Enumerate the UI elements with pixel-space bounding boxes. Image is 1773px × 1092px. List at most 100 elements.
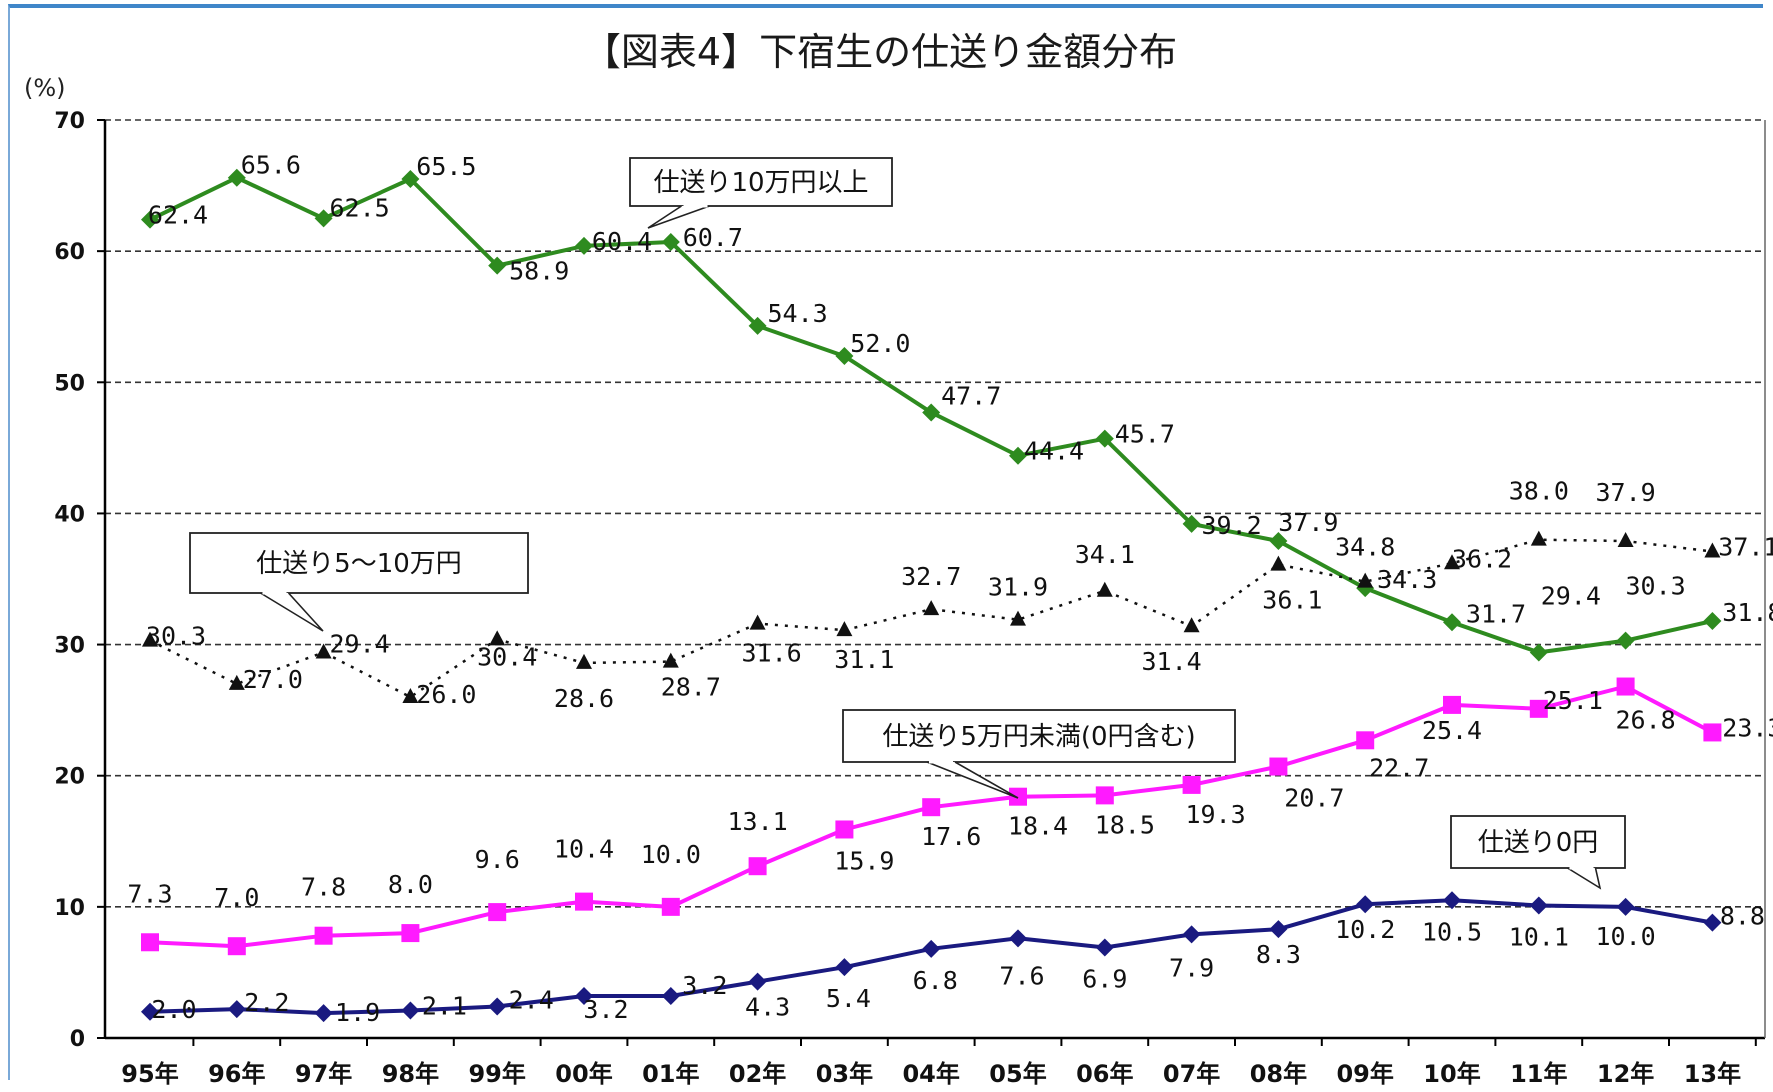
data-label: 8.8 <box>1720 902 1765 931</box>
data-label: 34.1 <box>1075 540 1135 569</box>
data-label: 31.6 <box>741 639 801 668</box>
data-label: 26.8 <box>1615 706 1675 735</box>
data-label: 2.2 <box>244 988 289 1017</box>
data-point <box>1529 699 1548 718</box>
data-point <box>1703 611 1722 630</box>
data-label: 29.4 <box>1541 581 1601 610</box>
data-point <box>1530 530 1547 546</box>
data-label: 10.0 <box>641 840 701 869</box>
x-tick-label: 11年 <box>1510 1060 1567 1088</box>
data-label: 18.4 <box>1008 812 1068 841</box>
data-point <box>1616 897 1635 916</box>
data-label: 7.0 <box>214 883 259 912</box>
x-tick-label: 04年 <box>902 1060 959 1088</box>
callout-pointer <box>926 761 1019 799</box>
data-point <box>1009 446 1027 465</box>
line-chart: 【図表4】下宿生の仕送り金額分布 (%) 0 10 20 30 40 50 60 70 95年… <box>24 30 1773 1088</box>
data-label: 17.6 <box>921 822 981 851</box>
x-tick-label: 98年 <box>382 1060 439 1088</box>
x-tick-label: 03年 <box>816 1060 873 1088</box>
data-point <box>1356 895 1375 914</box>
x-tick-label: 02年 <box>729 1060 786 1088</box>
data-point <box>1703 723 1722 742</box>
x-tick-label: 97年 <box>295 1060 352 1088</box>
callout-box <box>189 532 529 594</box>
data-label: 10.4 <box>554 835 614 864</box>
data-label: 6.8 <box>913 966 958 995</box>
data-point <box>1443 695 1461 714</box>
y-tick-label: 60 <box>54 240 85 265</box>
data-point <box>401 924 420 943</box>
callout-pointer <box>260 592 324 632</box>
data-point <box>1529 643 1548 662</box>
data-label: 25.1 <box>1543 686 1603 715</box>
data-label: 31.9 <box>988 573 1048 602</box>
data-label: 28.7 <box>661 673 721 702</box>
y-tick-label: 40 <box>54 502 85 527</box>
data-label: 36.2 <box>1452 544 1512 573</box>
callout-text: 仕送り0円 <box>1478 828 1599 858</box>
data-label: 38.0 <box>1509 477 1569 506</box>
y-tick-label: 20 <box>54 765 85 790</box>
data-point <box>1269 531 1288 550</box>
data-label: 37.1 <box>1718 532 1773 561</box>
data-label: 37.9 <box>1595 478 1655 507</box>
data-point <box>401 170 420 189</box>
data-point <box>1269 920 1288 939</box>
callout-text: 仕送り10万円以上 <box>653 168 868 198</box>
data-label: 15.9 <box>834 846 894 875</box>
x-tick-label: 95年 <box>121 1060 178 1088</box>
data-point <box>1182 775 1201 794</box>
chart-title: 【図表4】下宿生の仕送り金額分布 <box>583 30 1177 74</box>
data-point <box>922 939 941 958</box>
data-point <box>142 631 158 647</box>
data-label: 9.6 <box>475 845 520 874</box>
data-point <box>141 210 159 229</box>
data-label: 36.1 <box>1262 586 1322 615</box>
data-label: 62.4 <box>148 201 208 230</box>
callout: 仕送り10万円以上 <box>629 157 893 229</box>
data-point <box>489 630 506 646</box>
data-label: 26.0 <box>416 680 476 709</box>
data-label: 52.0 <box>850 329 910 358</box>
x-tick-label: 09年 <box>1336 1060 1393 1088</box>
data-point <box>922 798 941 817</box>
y-tick-label: 70 <box>54 109 85 134</box>
data-label: 31.7 <box>1466 599 1526 628</box>
data-point <box>1616 631 1635 650</box>
data-point <box>922 403 941 422</box>
data-label: 22.7 <box>1369 753 1429 782</box>
data-point <box>1357 572 1374 588</box>
data-label: 3.2 <box>583 995 628 1024</box>
data-point <box>227 937 246 956</box>
callout-text: 仕送り5万円未満(0円含む) <box>882 722 1195 752</box>
data-point <box>141 933 159 952</box>
data-label: 34.3 <box>1377 565 1437 594</box>
callout: 仕送り5～10万円 <box>189 532 529 632</box>
data-label: 30.4 <box>477 642 537 671</box>
data-point <box>748 972 767 991</box>
data-point <box>1443 613 1461 632</box>
data-point <box>1009 929 1027 948</box>
data-label: 7.8 <box>301 873 346 902</box>
data-point <box>1010 610 1026 626</box>
data-point <box>1616 677 1635 696</box>
x-tick-label: 12年 <box>1597 1060 1654 1088</box>
y-tick-labels: 0 10 20 30 40 50 60 70 <box>54 109 85 1052</box>
data-label: 28.6 <box>554 684 614 713</box>
data-label: 2.1 <box>422 991 467 1020</box>
data-point <box>575 236 593 255</box>
data-point <box>835 820 854 839</box>
data-label: 5.4 <box>826 984 871 1013</box>
data-point <box>575 987 593 1006</box>
data-label: 44.4 <box>1024 437 1084 466</box>
data-label: 31.1 <box>834 645 894 674</box>
data-label: 10.5 <box>1422 917 1482 946</box>
data-label: 7.6 <box>999 961 1044 990</box>
data-label: 10.2 <box>1335 915 1395 944</box>
data-label: 54.3 <box>767 299 827 328</box>
data-point <box>1269 757 1288 776</box>
data-label: 7.3 <box>127 879 172 908</box>
data-point <box>314 209 333 228</box>
